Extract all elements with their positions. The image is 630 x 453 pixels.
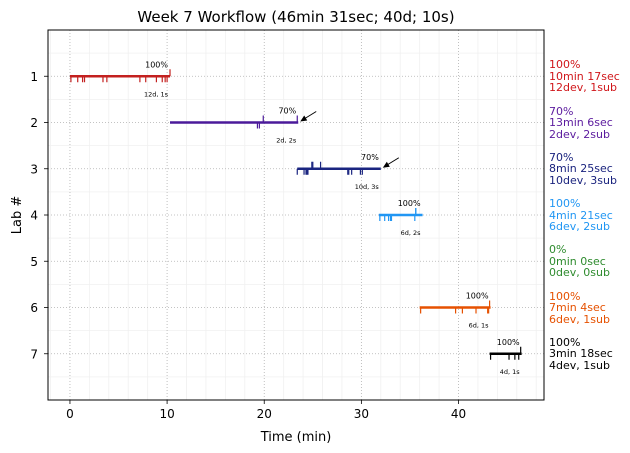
y-tick-label: 1 xyxy=(30,70,38,84)
completion-label: 70% xyxy=(278,107,296,116)
completion-label: 100% xyxy=(466,292,489,301)
lab-summary-line: 0dev, 0sub xyxy=(549,266,610,280)
event-count-label: 12d, 1s xyxy=(144,90,169,98)
lab-summary-line: 13min 6sec xyxy=(549,116,613,129)
completion-label: 100% xyxy=(398,199,421,208)
lab-summary-line: 100% xyxy=(549,289,581,303)
x-tick-label: 10 xyxy=(159,407,174,421)
event-count-label: 6d, 1s xyxy=(469,322,490,330)
y-tick-label: 7 xyxy=(30,347,38,361)
completion-label: 100% xyxy=(145,60,168,69)
lab-summary: 0% 0min 0sec 0dev, 0sub xyxy=(549,244,610,279)
lab-summary: 100% 4min 21sec 6dev, 2sub xyxy=(549,198,613,233)
lab-summary-line: 0min 0sec xyxy=(549,254,606,268)
x-tick-label: 0 xyxy=(66,407,74,421)
lab-summary-line: 0% xyxy=(549,243,567,257)
x-tick-label: 20 xyxy=(257,407,272,421)
lab-summary-line: 6dev, 1sub xyxy=(549,312,610,326)
y-tick-label: 6 xyxy=(30,301,38,315)
arrowhead-icon xyxy=(300,115,308,122)
chart-title: Week 7 Workflow (46min 31sec; 40d; 10s) xyxy=(137,8,454,26)
event-count-label: 4d, 1s xyxy=(500,368,521,376)
plot-frame xyxy=(47,29,545,401)
lab-summary-line: 4dev, 1sub xyxy=(549,358,610,372)
lab-summary-line: 70% xyxy=(549,104,574,118)
lab-summary-line: 7min 4sec xyxy=(549,301,606,314)
y-tick-label: 3 xyxy=(30,162,38,176)
lab-summary-line: 10dev, 3sub xyxy=(549,173,617,187)
lab-summary: 70% 13min 6sec 2dev, 2sub xyxy=(549,104,613,141)
lab-summary: 100% 3min 18sec 4dev, 1sub xyxy=(549,337,613,372)
lab-summary-line: 8min 25sec xyxy=(549,162,613,176)
lab-summary-line: 6dev, 2sub xyxy=(549,220,610,233)
lab-summary-line: 100% xyxy=(549,335,581,349)
lab-summary: 100% 7min 4sec 6dev, 1sub xyxy=(549,289,610,326)
event-count-label: 10d, 3s xyxy=(355,183,380,191)
event-count-label: 6d, 2s xyxy=(401,229,422,237)
y-tick-label: 5 xyxy=(30,255,38,269)
y-tick-label: 2 xyxy=(30,116,38,130)
lab-summary-line: 70% xyxy=(549,150,574,164)
lab-summary-line: 10min 17sec xyxy=(549,69,620,83)
x-axis-label: Time (min) xyxy=(260,430,332,445)
lab-summary-line: 100% xyxy=(549,58,581,72)
lab-summary-line: 12dev, 1sub xyxy=(549,81,617,95)
lab-summary-line: 3min 18sec xyxy=(549,347,613,361)
y-axis-label: Lab # xyxy=(10,196,25,235)
y-tick-label: 4 xyxy=(30,209,38,223)
completion-label: 100% xyxy=(497,338,520,347)
arrowhead-icon xyxy=(382,161,390,168)
lab-summary: 70% 8min 25sec 10dev, 3sub xyxy=(549,152,617,187)
lab-summary: 100% 10min 17sec 12dev, 1sub xyxy=(549,59,620,94)
lab-summary-line: 2dev, 2sub xyxy=(549,127,610,141)
x-tick-label: 30 xyxy=(354,407,369,421)
lab-summary-line: 100% xyxy=(549,197,581,210)
completion-label: 70% xyxy=(361,153,379,162)
lab-summary-line: 4min 21sec xyxy=(549,208,613,222)
event-count-label: 2d, 2s xyxy=(276,137,297,145)
x-tick-label: 40 xyxy=(451,407,466,421)
